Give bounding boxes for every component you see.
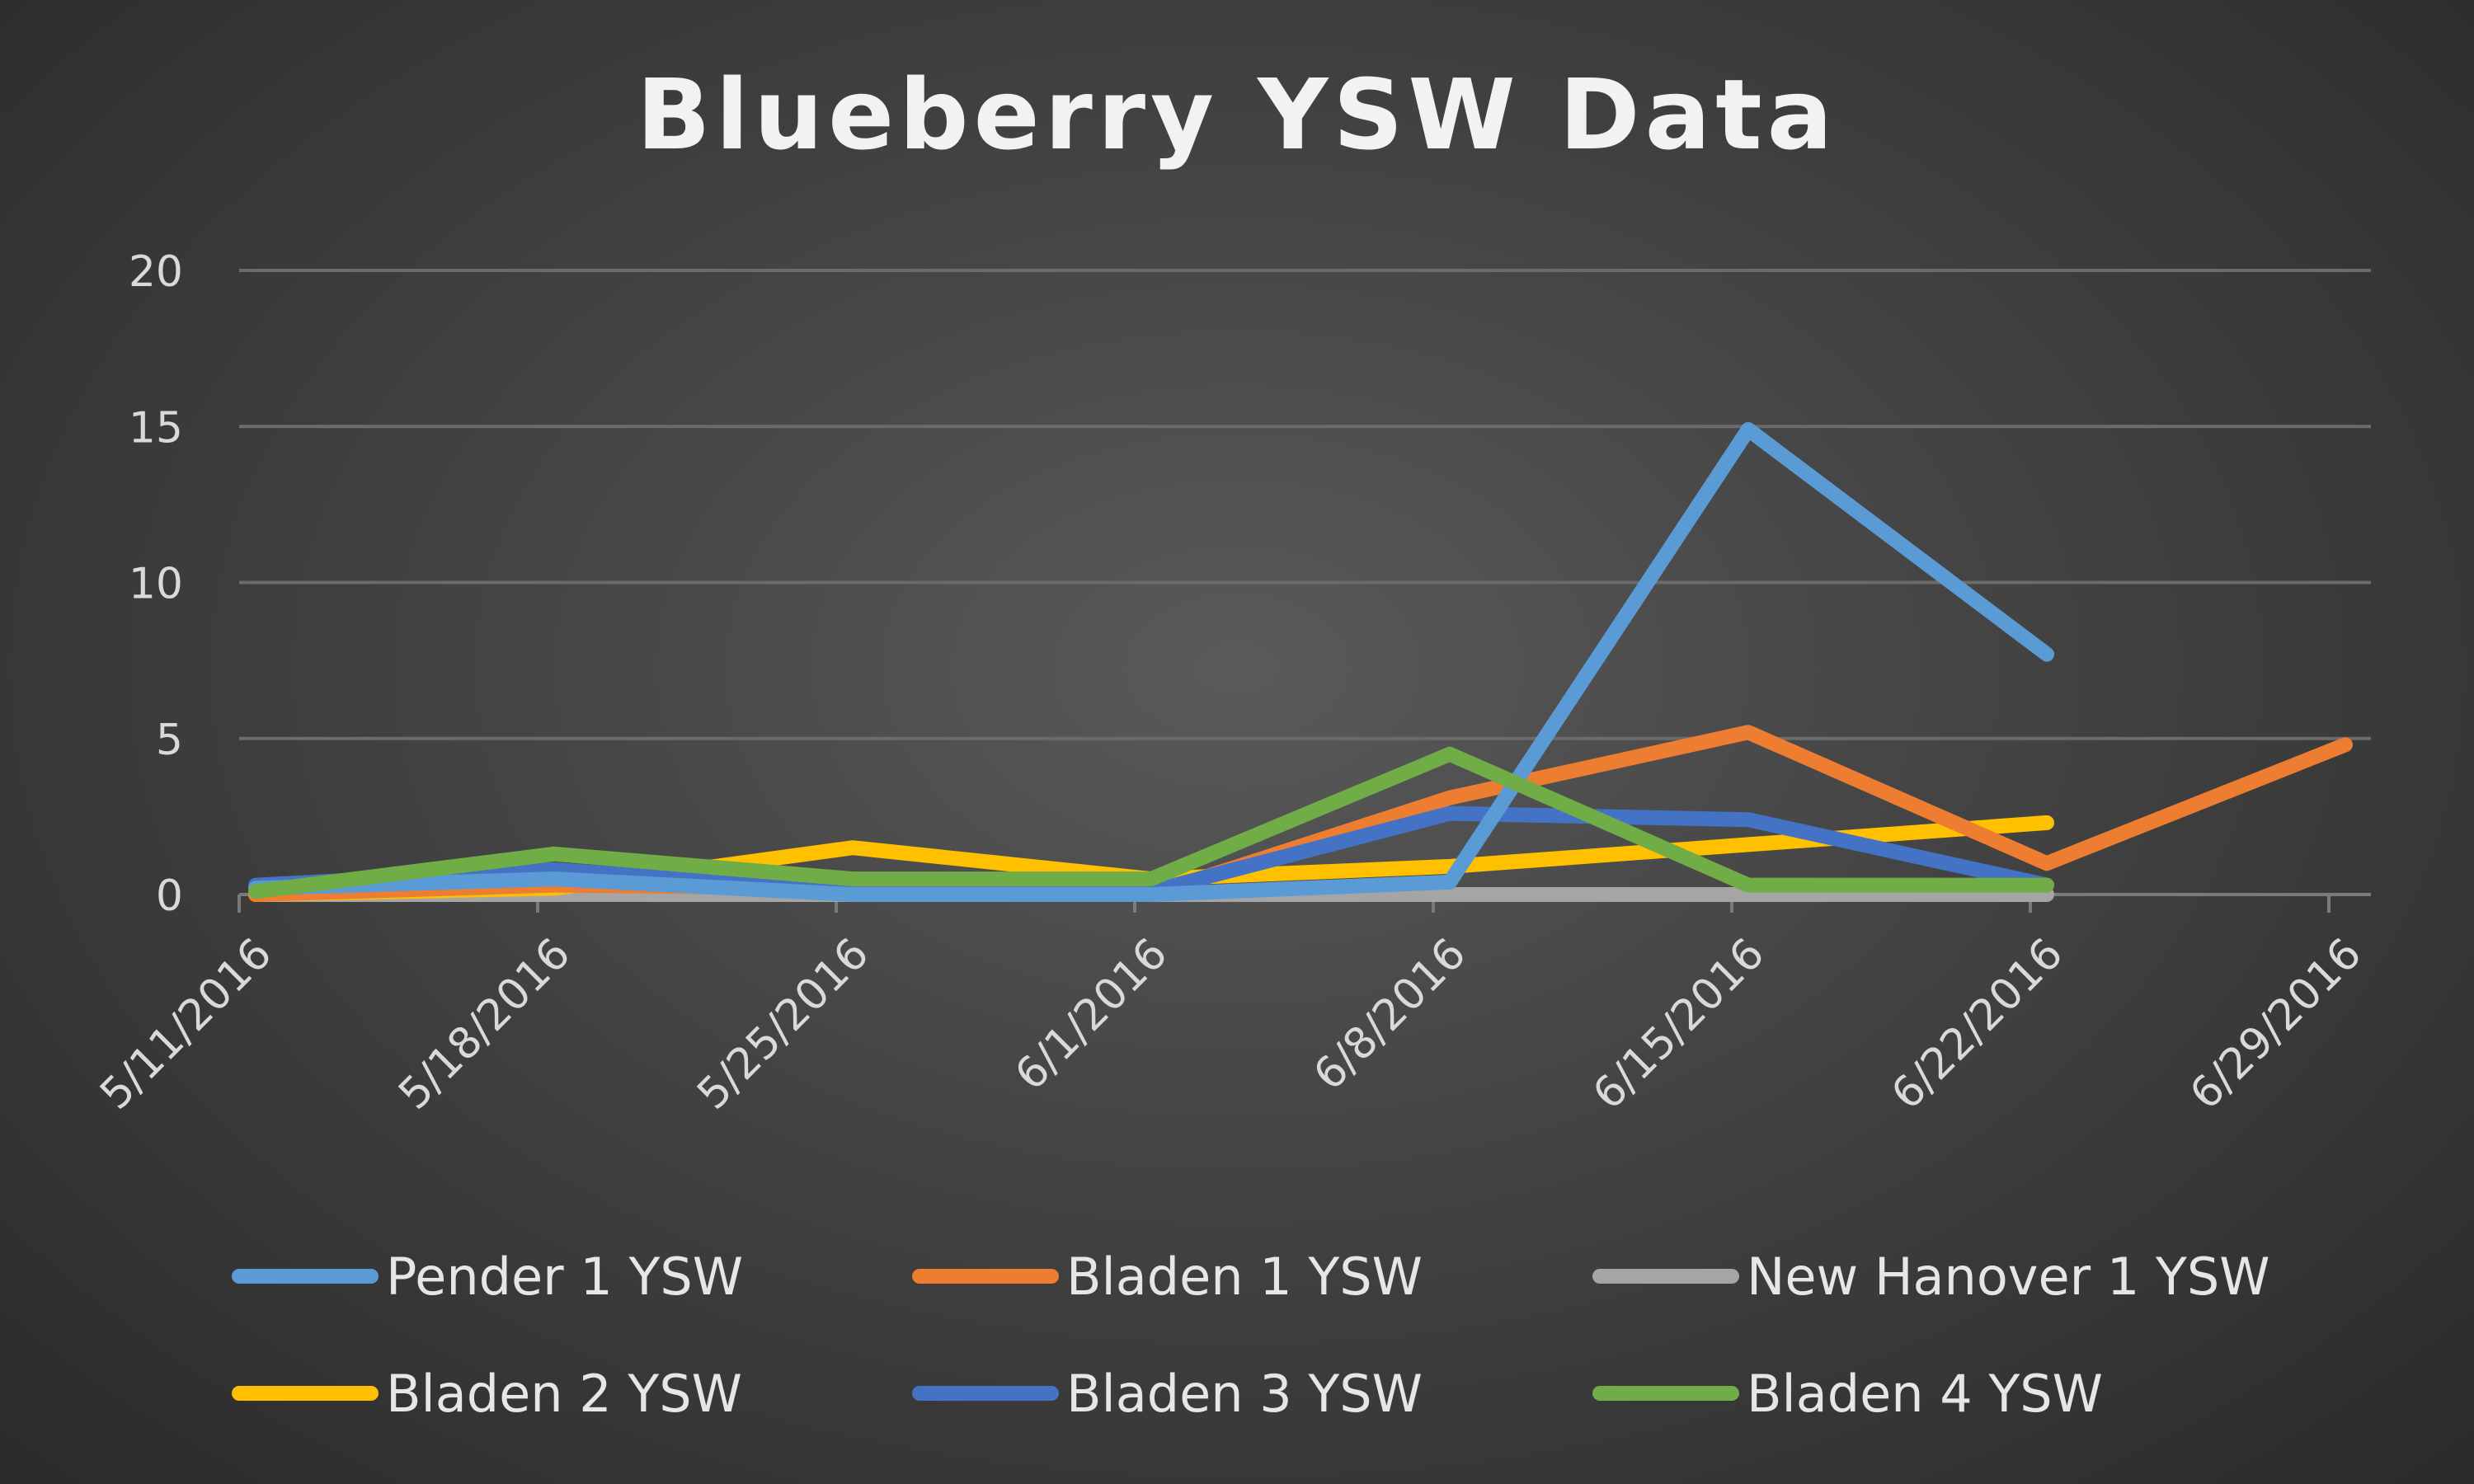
legend-item: Bladen 3 YSW	[912, 1364, 1423, 1424]
x-tick-label: 6/15/2016	[1583, 929, 1774, 1120]
x-tick-label: 5/18/2016	[389, 929, 580, 1120]
chart-title: Blueberry YSW Data	[637, 58, 1838, 171]
x-axis: 5/11/2016 5/18/2016 5/25/2016 6/1/2016 6/8/2…	[91, 895, 2371, 1120]
x-tick-label: 6/1/2016	[1006, 929, 1178, 1101]
y-tick-label: 15	[129, 403, 183, 453]
legend-item: Pender 1 YSW	[232, 1247, 743, 1307]
y-tick-label: 0	[156, 871, 183, 921]
series-line-pender-1-ysw	[248, 422, 2054, 902]
series-line-bladen-4-ysw	[248, 746, 2054, 899]
legend: Pender 1 YSW Bladen 1 YSW New Hanover 1 YS…	[232, 1247, 2270, 1424]
legend-item: New Hanover 1 YSW	[1592, 1247, 2270, 1307]
y-axis: 0 5 10 15 20	[129, 247, 183, 921]
legend-label: Pender 1 YSW	[386, 1247, 743, 1307]
x-tick-label: 6/8/2016	[1305, 929, 1476, 1101]
legend-label: Bladen 1 YSW	[1066, 1247, 1423, 1307]
y-tick-label: 5	[156, 716, 183, 765]
legend-label: Bladen 3 YSW	[1066, 1364, 1423, 1424]
series-lines	[248, 422, 2353, 902]
legend-item: Bladen 2 YSW	[232, 1364, 742, 1424]
legend-item: Bladen 1 YSW	[912, 1247, 1423, 1307]
legend-label: New Hanover 1 YSW	[1747, 1247, 2270, 1307]
x-tick-label: 5/11/2016	[91, 929, 281, 1120]
legend-label: Bladen 4 YSW	[1747, 1364, 2103, 1424]
x-tick-label: 6/29/2016	[2180, 929, 2371, 1120]
y-tick-label: 20	[129, 247, 183, 297]
legend-label: Bladen 2 YSW	[386, 1364, 742, 1424]
x-tick-label: 6/22/2016	[1882, 929, 2072, 1120]
x-tick-label: 5/25/2016	[688, 929, 878, 1120]
gridlines	[239, 269, 2371, 896]
y-tick-label: 10	[129, 560, 183, 609]
legend-item: Bladen 4 YSW	[1592, 1364, 2103, 1424]
